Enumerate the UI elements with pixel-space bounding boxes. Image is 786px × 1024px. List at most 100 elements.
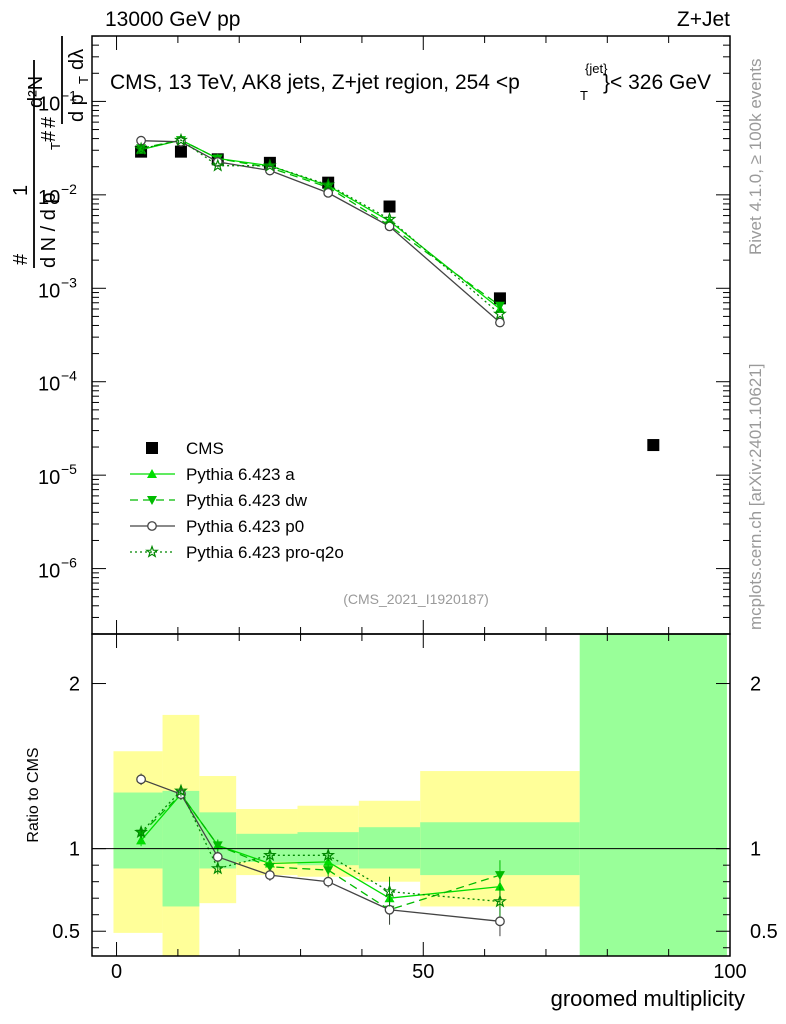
series-point-ratio [323,856,334,866]
cms-point [647,439,660,452]
series-point-ratio [265,870,275,880]
title-sup: {jet} [585,61,608,76]
series-point-ratio [493,894,507,908]
ratio-tick-label: 0.5 [52,921,80,943]
ylabel-hash: # [10,253,32,265]
series-point-ratio [134,824,148,839]
y-tick-exponent: −1 [61,87,77,103]
legend-label-cms: CMS [186,439,224,458]
series-point-main [174,132,188,147]
main-y-tick-labels: 10−110−210−310−410−510−6 [38,87,77,582]
ratio-tick-label: 2 [69,674,80,696]
ratio-frame [91,633,731,957]
ylabel-dl: dλ [66,49,88,70]
plot-title: CMS, 13 TeV, AK8 jets, Z+jet region, 254… [110,61,711,103]
series-point-ratio [495,916,505,927]
y-tick-label: 10 [38,187,60,209]
series-line-main [140,139,501,315]
series-point-ratio [264,862,275,872]
data-series [134,132,660,937]
title-end: }< 326 GeV [603,71,711,94]
series-line-main [141,140,501,323]
legend-label: Pythia 6.423 p0 [186,517,304,536]
x-tick-label: 100 [713,961,746,983]
series-point-main [321,177,336,191]
legend-marker [147,496,157,505]
legend-marker [147,521,157,531]
inner-band [579,634,727,956]
y-tick-exponent: −2 [61,181,77,197]
ylabel-hash2: # [38,130,60,142]
series-point-main [323,187,334,198]
analysis-watermark: (CMS_2021_I1920187) [343,591,489,607]
y-tick-exponent: −5 [61,461,77,477]
ratio-tick-label-right: 2 [750,674,761,696]
series-point-ratio [263,847,277,862]
series-point-ratio [384,904,395,915]
ylabel-hash3: # [38,116,60,128]
cms-point [174,145,187,158]
series-point-ratio [323,876,334,887]
legend-label: Pythia 6.423 dw [186,491,308,510]
ylabel-d2n: d²N [25,76,47,108]
ratio-tick-label-right: 1 [750,839,761,861]
series-point-ratio [210,861,225,875]
series-point-ratio [174,783,188,797]
x-tick-labels: 0 50 100 [111,961,747,983]
legend-marker [147,469,157,478]
title-main: CMS, 13 TeV, AK8 jets, Z+jet region, 254… [110,71,520,94]
x-tick-label: 50 [412,961,434,983]
y-tick-exponent: −6 [61,555,77,571]
series-point-main [382,211,397,226]
inner-band [358,827,421,869]
series-line-main [140,139,501,310]
ylabel-dp: d p [66,94,88,122]
series-point-ratio [323,866,334,876]
header-energy: 13000 GeV pp [105,8,240,31]
legend-label: Pythia 6.423 a [186,465,295,484]
legend: CMS Pythia 6.423 a Pythia 6.423 dw Pythia 6… [130,439,344,562]
series-line-main [140,139,501,307]
series-point-ratio [136,835,147,845]
axis-ticks [92,35,731,956]
legend-label: Pythia 6.423 pro-q2o [186,543,344,562]
y-tick-label: 10 [38,280,60,302]
title-sub: T [580,88,588,103]
series-point-main [263,158,277,172]
y-tick-exponent: −4 [61,368,77,384]
series-point-ratio [494,871,505,881]
ylabel-one: 1 [10,185,32,196]
series-point-main [495,317,505,328]
y-tick-label: 10 [38,93,60,115]
main-ylabel: # 1 d N / d p T # # d p T dλ d²N [10,36,91,268]
ylabel-dn: d N / d p [38,192,60,268]
uncertainty-bands [113,634,727,956]
series-point-main [494,301,505,311]
ratio-tick-label: 1 [69,839,80,861]
series-point-ratio [321,847,336,862]
ratio-y-tick-labels: 0.5 0.5 1 1 2 2 [52,674,778,944]
y-tick-label: 10 [38,561,60,583]
series-point-main [493,306,507,320]
y-tick-exponent: −3 [61,274,77,290]
series-point-ratio [136,774,146,785]
series-point-main [134,141,148,155]
ratio-tick-label-right: 0.5 [750,921,778,943]
series-point-ratio [212,841,223,851]
ylabel-t: T [48,142,63,150]
rivet-label: Rivet 4.1.0, ≥ 100k events [746,59,765,255]
y-tick-label: 10 [38,374,60,396]
mcplots-label: mcplots.cern.ch [arXiv:2401.10621] [746,364,765,630]
ylabel-t2: T [76,76,91,84]
series-point-main [210,158,225,172]
series-point-ratio [382,884,397,898]
cms-point [383,200,396,213]
x-tick-label: 0 [111,961,122,983]
y-tick-label: 10 [38,467,60,489]
series-point-ratio [212,852,223,862]
legend-marker-cms [146,442,158,454]
legend-marker [145,544,159,558]
header-process: Z+Jet [677,8,730,31]
cms-point [493,292,506,305]
